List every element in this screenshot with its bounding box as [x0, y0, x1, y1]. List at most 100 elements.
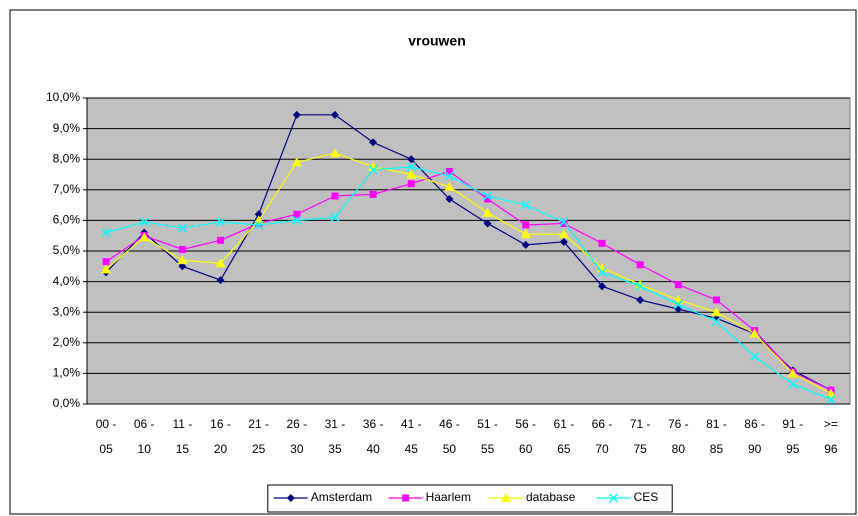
x-tick-label: 05 — [99, 442, 113, 456]
x-tick-label: 36 - — [363, 417, 384, 431]
x-tick-label: 71 - — [630, 417, 651, 431]
marker — [749, 328, 760, 338]
y-tick-label: 9,0% — [53, 121, 81, 135]
marker — [826, 394, 836, 404]
x-tick-label: 85 — [710, 442, 724, 456]
y-tick-label: 10,0% — [46, 90, 80, 104]
x-tick-label: 30 — [290, 442, 304, 456]
marker — [407, 180, 415, 188]
y-tick-label: 4,0% — [53, 274, 81, 288]
marker — [636, 295, 645, 304]
marker — [406, 169, 417, 179]
marker — [102, 258, 110, 266]
marker — [369, 138, 378, 147]
x-tick-label: 96 — [824, 442, 838, 456]
x-tick-label: 90 — [748, 442, 762, 456]
x-tick-label: 16 - — [210, 417, 231, 431]
marker — [482, 207, 493, 217]
x-tick-label: 11 - — [172, 417, 192, 431]
x-tick-label: 45 — [405, 442, 419, 456]
y-tick-label: 1,0% — [53, 366, 81, 380]
marker — [292, 110, 301, 119]
x-tick-label: >= — [824, 417, 838, 431]
marker — [673, 300, 683, 310]
marker — [711, 316, 722, 326]
marker — [788, 379, 798, 389]
x-tick-label: 65 — [557, 442, 571, 456]
marker — [101, 264, 112, 274]
marker — [139, 217, 149, 227]
x-tick-label: 35 — [328, 442, 342, 456]
x-tick-label: 91 - — [782, 417, 803, 431]
marker — [177, 223, 187, 233]
marker — [139, 232, 150, 242]
marker — [215, 217, 226, 227]
marker — [559, 237, 568, 246]
x-tick-label: 26 - — [286, 417, 307, 431]
marker — [597, 267, 607, 277]
series-line — [105, 152, 832, 394]
marker — [444, 171, 454, 181]
marker — [483, 191, 493, 201]
marker — [521, 200, 531, 210]
marker — [101, 228, 111, 238]
series-line — [105, 170, 832, 391]
marker — [293, 210, 301, 218]
y-tick-label: 8,0% — [53, 151, 81, 165]
marker — [712, 296, 720, 304]
x-tick-label: 80 — [672, 442, 686, 456]
x-tick-label: 75 — [633, 442, 647, 456]
marker — [254, 220, 264, 230]
x-tick-label: 06 - — [134, 417, 155, 431]
marker — [635, 279, 646, 289]
x-tick-label: 76 - — [668, 417, 689, 431]
marker — [484, 195, 492, 203]
x-tick-label: 25 — [252, 442, 266, 456]
marker — [445, 194, 454, 203]
x-tick-label: 10 — [138, 442, 152, 456]
x-tick-label: 66 - — [592, 417, 613, 431]
legend-label: Haarlem — [426, 490, 471, 504]
marker — [445, 167, 453, 175]
x-tick-label: 21 - — [248, 417, 269, 431]
y-tick-label: 0,0% — [53, 396, 81, 410]
y-tick-label: 3,0% — [53, 304, 81, 318]
marker — [217, 236, 225, 244]
marker — [402, 494, 410, 502]
marker — [559, 217, 569, 227]
marker — [635, 281, 645, 291]
marker — [636, 261, 644, 269]
legend-label: Amsterdam — [311, 490, 372, 504]
marker — [406, 162, 416, 172]
marker — [558, 229, 569, 239]
x-tick-label: 86 - — [744, 417, 765, 431]
x-tick-label: 31 - — [325, 417, 346, 431]
y-tick-label: 2,0% — [53, 335, 81, 349]
marker — [368, 161, 379, 171]
x-tick-label: 50 — [443, 442, 457, 456]
marker — [560, 219, 568, 227]
marker — [711, 307, 722, 317]
marker — [407, 155, 416, 164]
x-tick-label: 70 — [595, 442, 609, 456]
marker — [291, 157, 302, 167]
x-tick-label: 60 — [519, 442, 533, 456]
marker — [501, 493, 511, 502]
marker — [521, 240, 530, 249]
marker — [520, 229, 531, 239]
y-tick-label: 6,0% — [53, 213, 81, 227]
legend-label: CES — [634, 490, 659, 504]
x-tick-label: 61 - — [554, 417, 575, 431]
marker — [292, 215, 302, 225]
marker — [330, 110, 339, 119]
marker — [444, 181, 455, 191]
marker — [609, 493, 619, 503]
marker — [331, 192, 339, 200]
marker — [178, 245, 186, 253]
series-line — [105, 166, 832, 400]
y-tick-label: 5,0% — [53, 243, 81, 257]
marker — [522, 221, 530, 229]
marker — [177, 255, 188, 265]
marker — [286, 494, 295, 502]
